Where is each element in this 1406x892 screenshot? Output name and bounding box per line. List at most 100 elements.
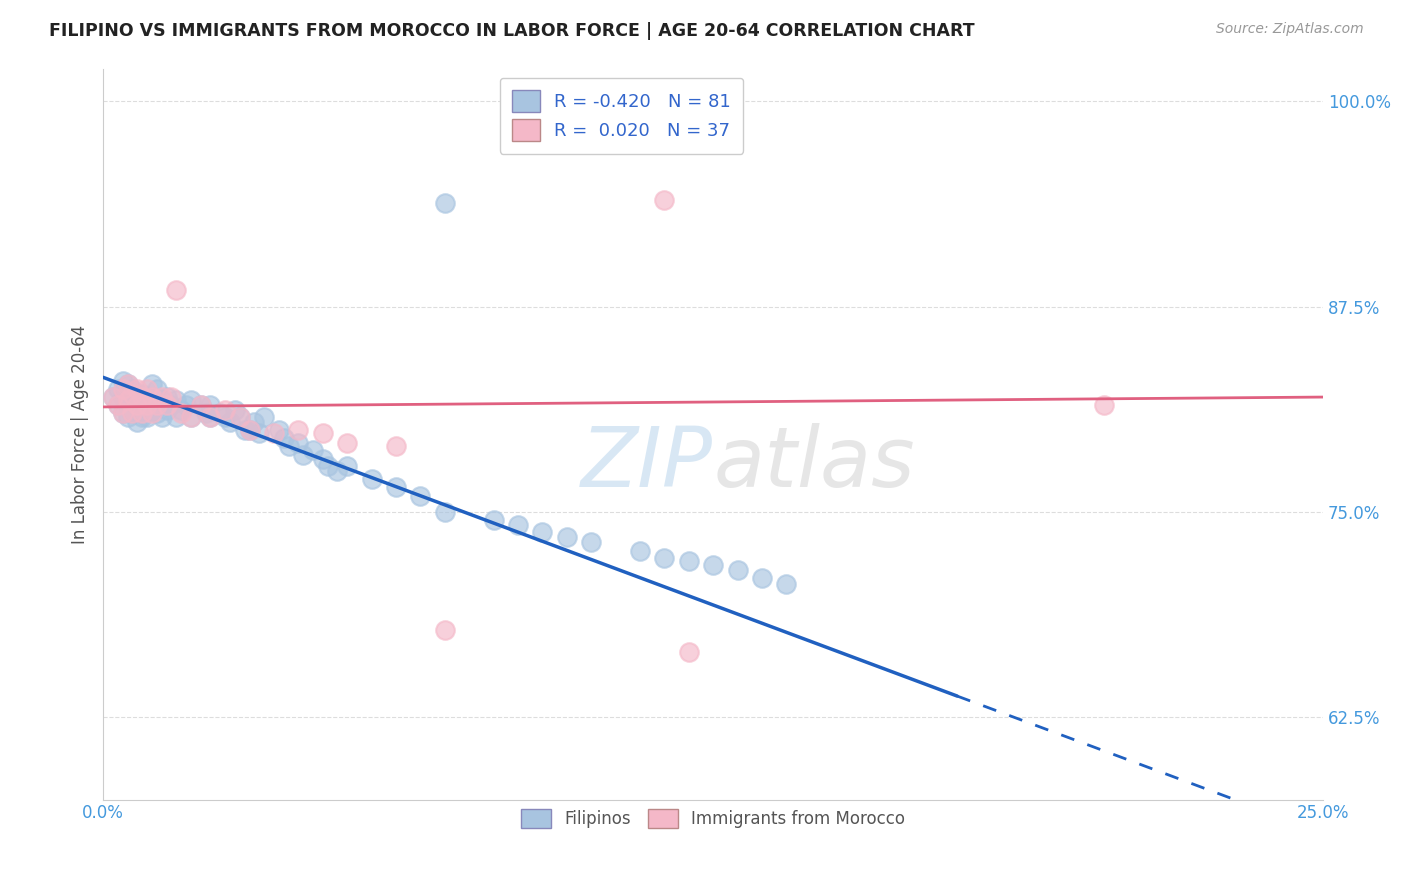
Point [727, 563, 749, 577]
Point [273, 431, 295, 445]
Point [141, 403, 163, 417]
Point [200, 409, 222, 424]
Point [238, 423, 260, 437]
Point [155, 390, 177, 404]
Y-axis label: In Labor Force | Age 20-64: In Labor Force | Age 20-64 [72, 325, 89, 543]
Point [336, 458, 359, 473]
Text: atlas: atlas [713, 423, 915, 504]
Text: ZIP: ZIP [581, 423, 713, 504]
Point [127, 398, 149, 412]
Point [287, 423, 309, 437]
Point [229, 409, 252, 424]
Point [409, 489, 432, 503]
Point [141, 390, 163, 404]
Point [433, 624, 456, 638]
Point [316, 458, 339, 473]
Legend: Filipinos, Immigrants from Morocco: Filipinos, Immigrants from Morocco [515, 803, 911, 835]
Point [160, 398, 183, 412]
Point [247, 426, 270, 441]
Point [111, 407, 134, 421]
Point [131, 398, 153, 412]
Point [336, 436, 359, 450]
Point [117, 393, 139, 408]
Point [160, 390, 183, 404]
Point [127, 398, 149, 412]
Point [117, 409, 139, 424]
Point [111, 374, 134, 388]
Point [219, 415, 242, 429]
Point [107, 382, 129, 396]
Point [131, 386, 153, 401]
Point [121, 407, 143, 421]
Point [180, 409, 202, 424]
Point [146, 398, 169, 412]
Point [111, 407, 134, 421]
Point [141, 376, 163, 391]
Point [531, 524, 554, 539]
Point [360, 472, 382, 486]
Point [194, 407, 217, 421]
Point [292, 448, 315, 462]
Point [1092, 398, 1115, 412]
Point [751, 571, 773, 585]
Point [155, 403, 177, 417]
Point [131, 407, 153, 421]
Point [775, 577, 797, 591]
Point [127, 415, 149, 429]
Point [433, 196, 456, 211]
Point [136, 382, 159, 396]
Point [678, 554, 700, 568]
Point [224, 403, 246, 417]
Point [146, 407, 169, 421]
Point [174, 398, 197, 412]
Point [107, 398, 129, 412]
Point [277, 439, 299, 453]
Point [214, 403, 236, 417]
Point [165, 393, 187, 408]
Point [579, 534, 602, 549]
Point [101, 390, 124, 404]
Point [136, 409, 159, 424]
Point [121, 393, 143, 408]
Point [482, 513, 505, 527]
Point [121, 386, 143, 401]
Point [146, 382, 169, 396]
Point [180, 393, 202, 408]
Point [117, 376, 139, 391]
Point [506, 518, 529, 533]
Point [165, 283, 187, 297]
Point [150, 409, 173, 424]
Point [117, 386, 139, 401]
Point [267, 423, 290, 437]
Point [136, 398, 159, 412]
Point [385, 480, 408, 494]
Point [121, 382, 143, 396]
Point [146, 398, 169, 412]
Point [131, 390, 153, 404]
Point [117, 398, 139, 412]
Point [287, 436, 309, 450]
Point [385, 439, 408, 453]
Point [165, 409, 187, 424]
Point [131, 407, 153, 421]
Point [117, 376, 139, 391]
Point [229, 409, 252, 424]
Point [200, 398, 222, 412]
Point [127, 386, 149, 401]
Point [136, 398, 159, 412]
Point [141, 390, 163, 404]
Text: FILIPINO VS IMMIGRANTS FROM MOROCCO IN LABOR FORCE | AGE 20-64 CORRELATION CHART: FILIPINO VS IMMIGRANTS FROM MOROCCO IN L… [49, 22, 974, 40]
Point [121, 407, 143, 421]
Point [238, 423, 260, 437]
Point [136, 390, 159, 404]
Point [101, 390, 124, 404]
Point [243, 415, 266, 429]
Point [312, 426, 335, 441]
Point [200, 409, 222, 424]
Point [131, 409, 153, 424]
Point [433, 505, 456, 519]
Point [214, 409, 236, 424]
Point [111, 382, 134, 396]
Point [180, 409, 202, 424]
Point [190, 398, 212, 412]
